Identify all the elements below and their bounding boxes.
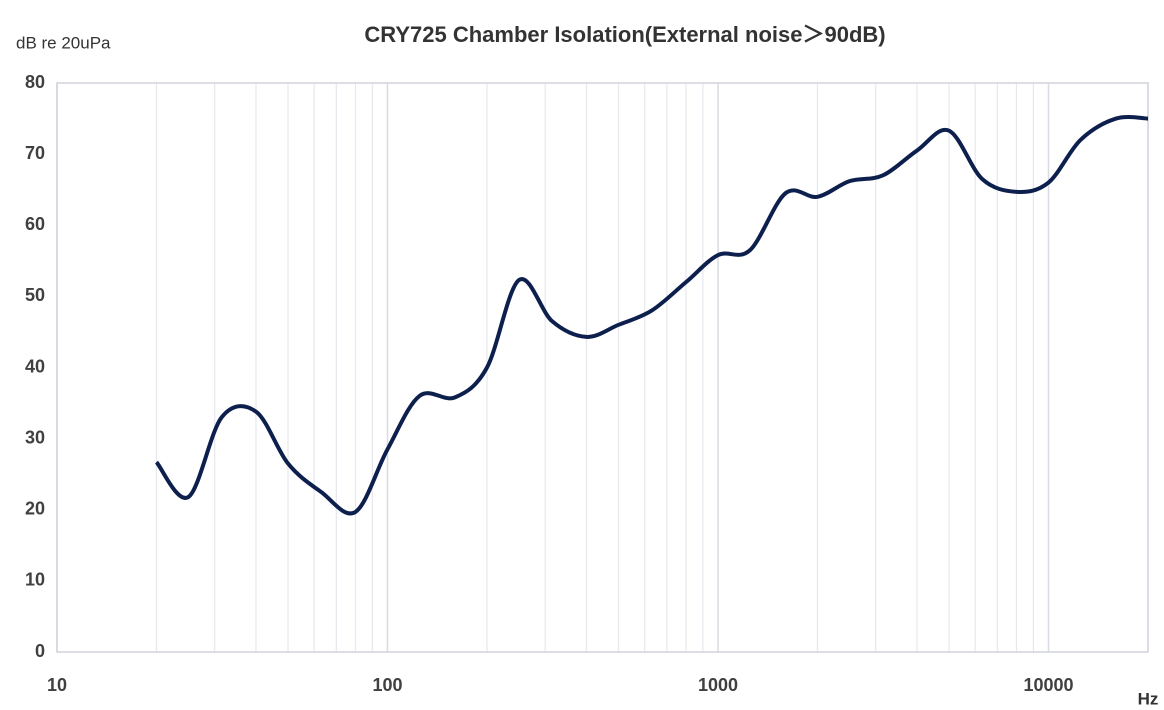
x-tick-label: 10 (47, 675, 67, 695)
y-tick-label: 0 (35, 641, 45, 661)
y-tick-label: 20 (25, 499, 45, 519)
x-axis-label: Hz (1138, 689, 1159, 708)
y-tick-label: 30 (25, 427, 45, 447)
y-tick-label: 40 (25, 356, 45, 376)
y-tick-label: 80 (25, 72, 45, 92)
chart-title: CRY725 Chamber Isolation(External noise＞… (364, 22, 885, 47)
y-tick-label: 10 (25, 570, 45, 590)
line (154, 115, 1149, 516)
y-tick-label: 50 (25, 285, 45, 305)
x-tick-label: 1000 (698, 675, 738, 695)
y-tick-label: 70 (25, 143, 45, 163)
x-tick-label: 10000 (1023, 675, 1073, 695)
x-tick-label: 100 (372, 675, 402, 695)
plot-frame (56, 82, 1149, 653)
y-axis-label: dB re 20uPa (16, 33, 111, 52)
y-tick-label: 60 (25, 214, 45, 234)
